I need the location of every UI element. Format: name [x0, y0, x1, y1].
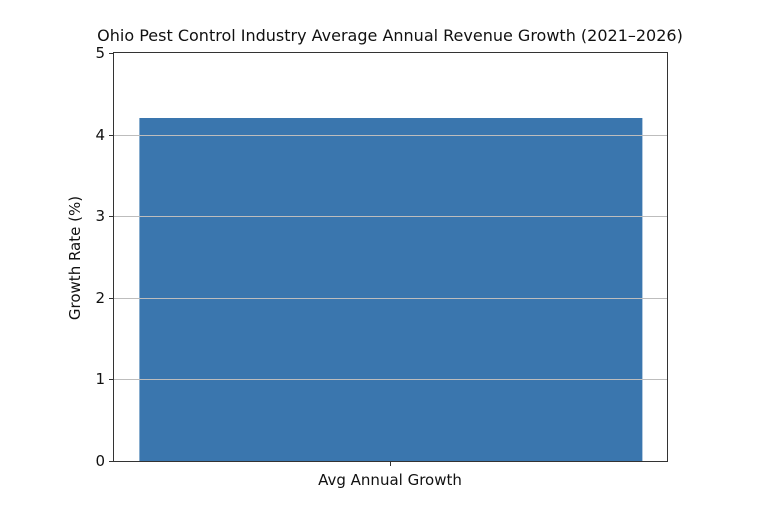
y-tick-mark-1	[109, 379, 113, 380]
plot-area	[113, 52, 668, 462]
gridline-2	[114, 298, 667, 299]
y-tick-label-1: 1	[95, 370, 105, 388]
gridline-1	[114, 379, 667, 380]
y-tick-mark-4	[109, 135, 113, 136]
y-tick-label-5: 5	[95, 44, 105, 62]
y-tick-label-2: 2	[95, 289, 105, 307]
y-tick-mark-3	[109, 216, 113, 217]
gridline-3	[114, 216, 667, 217]
y-tick-mark-2	[109, 298, 113, 299]
bar-avg-annual-growth	[138, 118, 643, 461]
y-tick-mark-5	[109, 53, 113, 54]
x-tick-label: Avg Annual Growth	[318, 471, 462, 489]
y-tick-mark-0	[109, 461, 113, 462]
y-tick-label-4: 4	[95, 126, 105, 144]
chart-title: Ohio Pest Control Industry Average Annua…	[97, 26, 683, 45]
x-tick-mark	[390, 462, 391, 466]
gridline-4	[114, 135, 667, 136]
y-tick-label-3: 3	[95, 207, 105, 225]
y-tick-label-0: 0	[95, 452, 105, 470]
